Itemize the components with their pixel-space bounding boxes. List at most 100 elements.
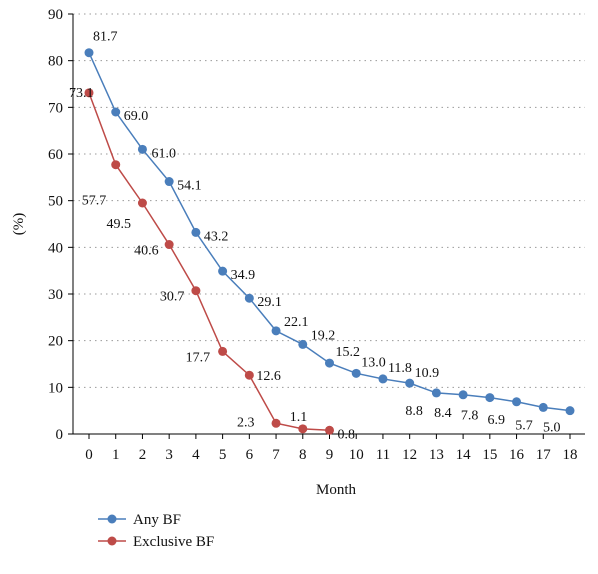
x-tick-label: 6 [246,447,254,463]
x-tick-label: 18 [563,447,578,463]
data-label: 8.4 [434,406,452,421]
data-label: 12.6 [256,369,281,384]
x-tick-label: 8 [299,447,307,463]
data-label: 40.6 [134,244,159,259]
data-label: 0.8 [338,427,356,442]
data-point [244,370,254,380]
data-point [111,107,121,117]
data-point [84,88,94,98]
legend-label-exclusive-bf: Exclusive BF [133,534,214,550]
data-point [271,326,281,336]
data-label: 15.2 [336,345,361,360]
data-point [218,266,228,276]
data-point [565,406,575,416]
data-label: 81.7 [93,30,118,45]
x-tick-label: 4 [192,447,200,463]
y-tick-label: 90 [48,7,63,23]
x-tick-label: 9 [326,447,334,463]
data-label: 69.0 [124,109,149,124]
y-tick-label: 40 [48,240,63,256]
data-point [244,293,254,303]
data-point [458,390,468,400]
x-tick-label: 1 [112,447,120,463]
data-label: 29.1 [257,295,282,310]
data-point [137,144,147,154]
data-point [191,227,201,237]
data-point [378,374,388,384]
x-tick-label: 10 [349,447,364,463]
data-label: 5.7 [515,418,533,433]
data-label: 10.9 [415,366,440,381]
y-tick-label: 20 [48,334,63,350]
x-tick-label: 7 [272,447,280,463]
x-tick-label: 15 [482,447,497,463]
data-label: 43.2 [204,229,229,244]
data-point [218,346,228,356]
x-tick-label: 17 [536,447,552,463]
data-point [325,358,334,368]
data-label: 19.2 [311,328,336,343]
data-point [298,424,308,434]
x-tick-label: 5 [219,447,227,463]
y-axis-title: (%) [11,213,27,236]
data-point [191,286,201,296]
data-point [538,402,548,412]
y-tick-label: 50 [48,194,63,210]
x-tick-label: 3 [165,447,173,463]
legend-label-any-bf: Any BF [133,512,181,528]
x-tick-label: 0 [85,447,93,463]
data-label: 17.7 [186,350,211,365]
data-label: 73.1 [69,86,94,101]
legend-marker-exclusive-bf [107,536,117,546]
data-label: 30.7 [160,290,185,305]
legend: Any BF Exclusive BF [98,512,214,550]
data-label: 57.7 [82,194,107,209]
data-label: 61.0 [151,146,176,161]
x-tick-label: 16 [509,447,525,463]
data-point [84,48,94,58]
x-axis-title: Month [316,482,357,498]
data-point [164,240,174,250]
data-label: 1.1 [290,410,308,425]
data-label: 11.8 [388,361,412,376]
data-point [512,397,522,407]
x-tick-label: 13 [429,447,444,463]
data-label: 34.9 [231,268,256,283]
data-label: 2.3 [237,415,255,430]
y-tick-label: 30 [48,287,63,303]
data-point [485,393,495,403]
data-point [431,388,441,398]
data-label: 13.0 [361,355,386,370]
data-point [325,425,334,435]
data-point [351,368,361,378]
y-tick-label: 0 [56,427,64,443]
data-label: 54.1 [177,179,202,194]
y-tick-label: 80 [48,54,63,70]
data-label: 49.5 [106,217,131,232]
y-tick-label: 70 [48,100,63,116]
x-tick-label: 12 [402,447,417,463]
data-label: 6.9 [488,413,506,428]
data-point [111,160,121,170]
data-label: 22.1 [284,315,309,330]
x-tick-label: 14 [456,447,472,463]
x-tick-label: 11 [376,447,390,463]
legend-marker-any-bf [107,514,117,524]
data-point [164,177,174,187]
data-point [137,198,147,208]
series-line-exclusive-bf [88,92,330,432]
data-label: 7.8 [461,409,479,424]
y-tick-label: 60 [48,147,63,163]
y-tick-label: 10 [48,380,63,396]
data-label: 5.0 [543,421,561,436]
data-labels: 81.7 69.0 61.0 54.1 43.2 34.929.122.119.215.2… [69,30,561,443]
data-point [298,339,308,349]
series-layer [84,48,575,435]
data-point [405,378,415,388]
data-point [271,418,281,428]
data-label: 8.8 [405,404,423,419]
x-tick-label: 2 [139,447,147,463]
